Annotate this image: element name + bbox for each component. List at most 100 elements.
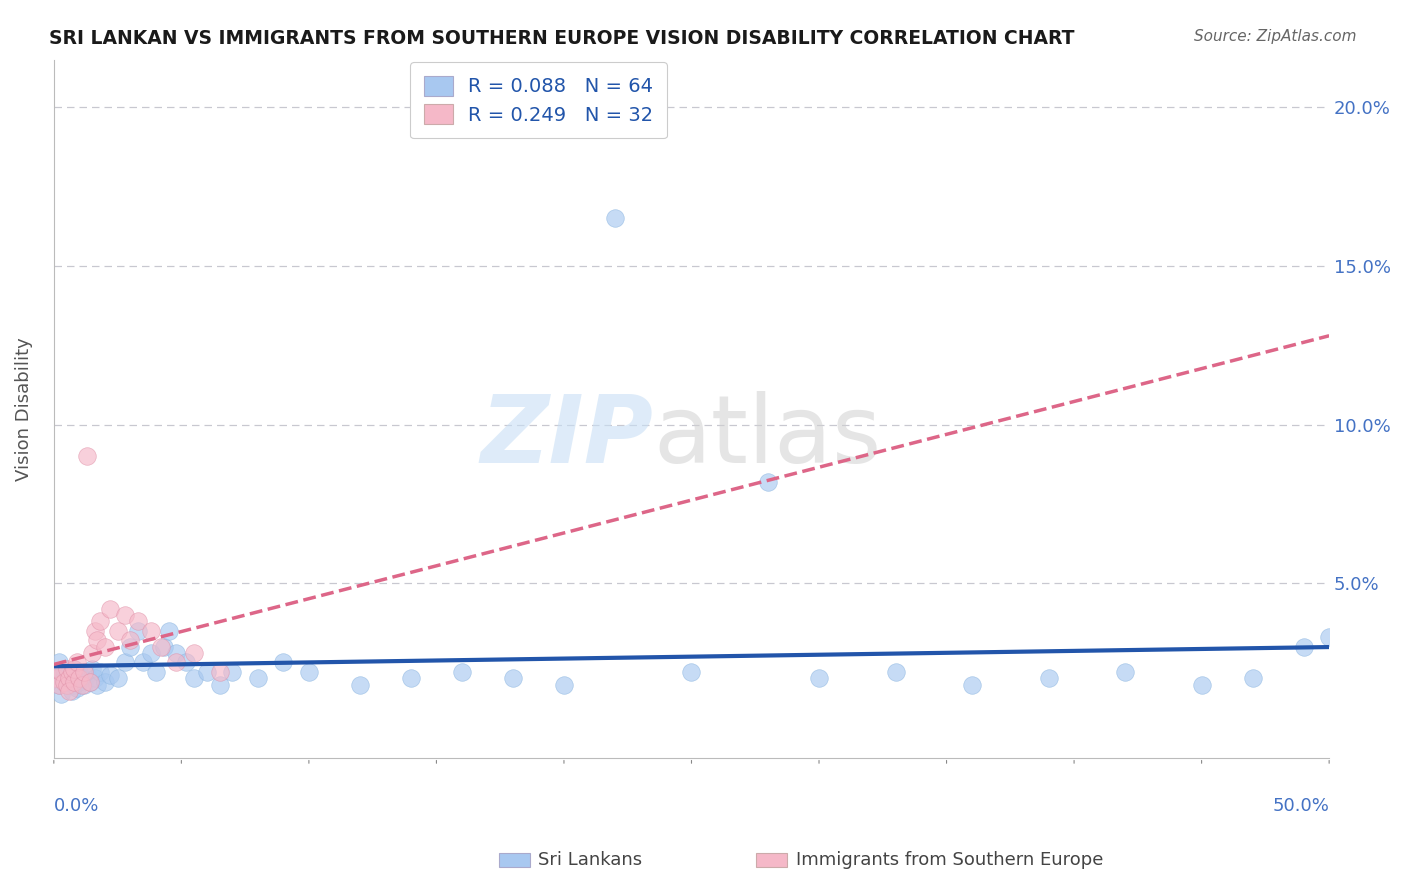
Text: ZIP: ZIP xyxy=(481,391,654,483)
Point xyxy=(79,674,101,689)
Point xyxy=(273,656,295,670)
Point xyxy=(51,665,73,679)
Point xyxy=(208,665,231,679)
Point xyxy=(79,674,101,689)
Point xyxy=(1241,671,1264,685)
Point xyxy=(132,656,155,670)
Point xyxy=(55,678,77,692)
Text: Immigrants from Southern Europe: Immigrants from Southern Europe xyxy=(796,851,1104,869)
Point xyxy=(399,671,422,685)
Point xyxy=(349,678,371,692)
Point xyxy=(756,475,779,489)
Point xyxy=(145,665,167,679)
Point xyxy=(73,678,96,692)
Point xyxy=(183,671,205,685)
Point xyxy=(66,681,89,695)
Point xyxy=(176,656,198,670)
Point xyxy=(1292,640,1315,654)
Point xyxy=(681,665,703,679)
Point xyxy=(58,674,80,689)
Point xyxy=(73,665,96,679)
Point xyxy=(1317,630,1340,644)
Point xyxy=(165,646,187,660)
Point xyxy=(55,668,77,682)
Point xyxy=(884,665,907,679)
Point xyxy=(1191,678,1213,692)
Point xyxy=(51,687,73,701)
Point xyxy=(120,633,142,648)
Point xyxy=(53,674,76,689)
Point xyxy=(157,624,180,638)
Point xyxy=(66,656,89,670)
Point xyxy=(83,671,105,685)
Point xyxy=(55,678,77,692)
Point xyxy=(53,671,76,685)
Point xyxy=(114,607,136,622)
Point xyxy=(53,662,76,676)
Point xyxy=(208,678,231,692)
Point xyxy=(89,665,111,679)
Point xyxy=(195,665,218,679)
Point xyxy=(86,678,108,692)
Point xyxy=(48,656,70,670)
Point xyxy=(76,668,98,682)
Point xyxy=(76,449,98,463)
Point xyxy=(58,684,80,698)
Point xyxy=(127,624,149,638)
Point xyxy=(1114,665,1136,679)
Point xyxy=(139,624,162,638)
Y-axis label: Vision Disability: Vision Disability xyxy=(15,337,32,481)
Point xyxy=(63,678,86,692)
Text: atlas: atlas xyxy=(654,391,882,483)
Point xyxy=(70,671,93,685)
Point xyxy=(80,646,103,660)
Point xyxy=(298,665,321,679)
Point xyxy=(63,662,86,676)
Point xyxy=(63,662,86,676)
Point xyxy=(94,640,117,654)
Point xyxy=(1038,671,1060,685)
Point xyxy=(94,674,117,689)
Point xyxy=(98,668,121,682)
Point xyxy=(127,614,149,628)
Text: Source: ZipAtlas.com: Source: ZipAtlas.com xyxy=(1194,29,1357,44)
Point xyxy=(67,671,90,685)
Point xyxy=(152,640,174,654)
Point xyxy=(120,640,142,654)
Point xyxy=(139,646,162,660)
Point xyxy=(58,665,80,679)
Text: Sri Lankans: Sri Lankans xyxy=(538,851,643,869)
Point xyxy=(221,665,243,679)
Point xyxy=(67,665,90,679)
Point xyxy=(960,678,983,692)
Text: 0.0%: 0.0% xyxy=(53,797,100,814)
Point xyxy=(83,624,105,638)
Point xyxy=(808,671,831,685)
Point xyxy=(60,665,83,679)
Point xyxy=(98,601,121,615)
Point xyxy=(70,678,93,692)
Point xyxy=(51,665,73,679)
Point xyxy=(48,678,70,692)
Point xyxy=(66,668,89,682)
Point xyxy=(45,671,67,685)
Point xyxy=(149,640,172,654)
Point xyxy=(58,671,80,685)
Point xyxy=(60,671,83,685)
Point xyxy=(114,656,136,670)
Text: SRI LANKAN VS IMMIGRANTS FROM SOUTHERN EUROPE VISION DISABILITY CORRELATION CHAR: SRI LANKAN VS IMMIGRANTS FROM SOUTHERN E… xyxy=(49,29,1074,47)
Point xyxy=(553,678,575,692)
Point xyxy=(86,633,108,648)
Point xyxy=(80,662,103,676)
Point xyxy=(67,674,90,689)
Point xyxy=(45,671,67,685)
Point xyxy=(107,671,129,685)
Point xyxy=(451,665,474,679)
Point xyxy=(183,646,205,660)
Point xyxy=(107,624,129,638)
Point xyxy=(60,684,83,698)
Text: 50.0%: 50.0% xyxy=(1272,797,1329,814)
Point xyxy=(63,674,86,689)
Point xyxy=(246,671,269,685)
Point xyxy=(48,678,70,692)
